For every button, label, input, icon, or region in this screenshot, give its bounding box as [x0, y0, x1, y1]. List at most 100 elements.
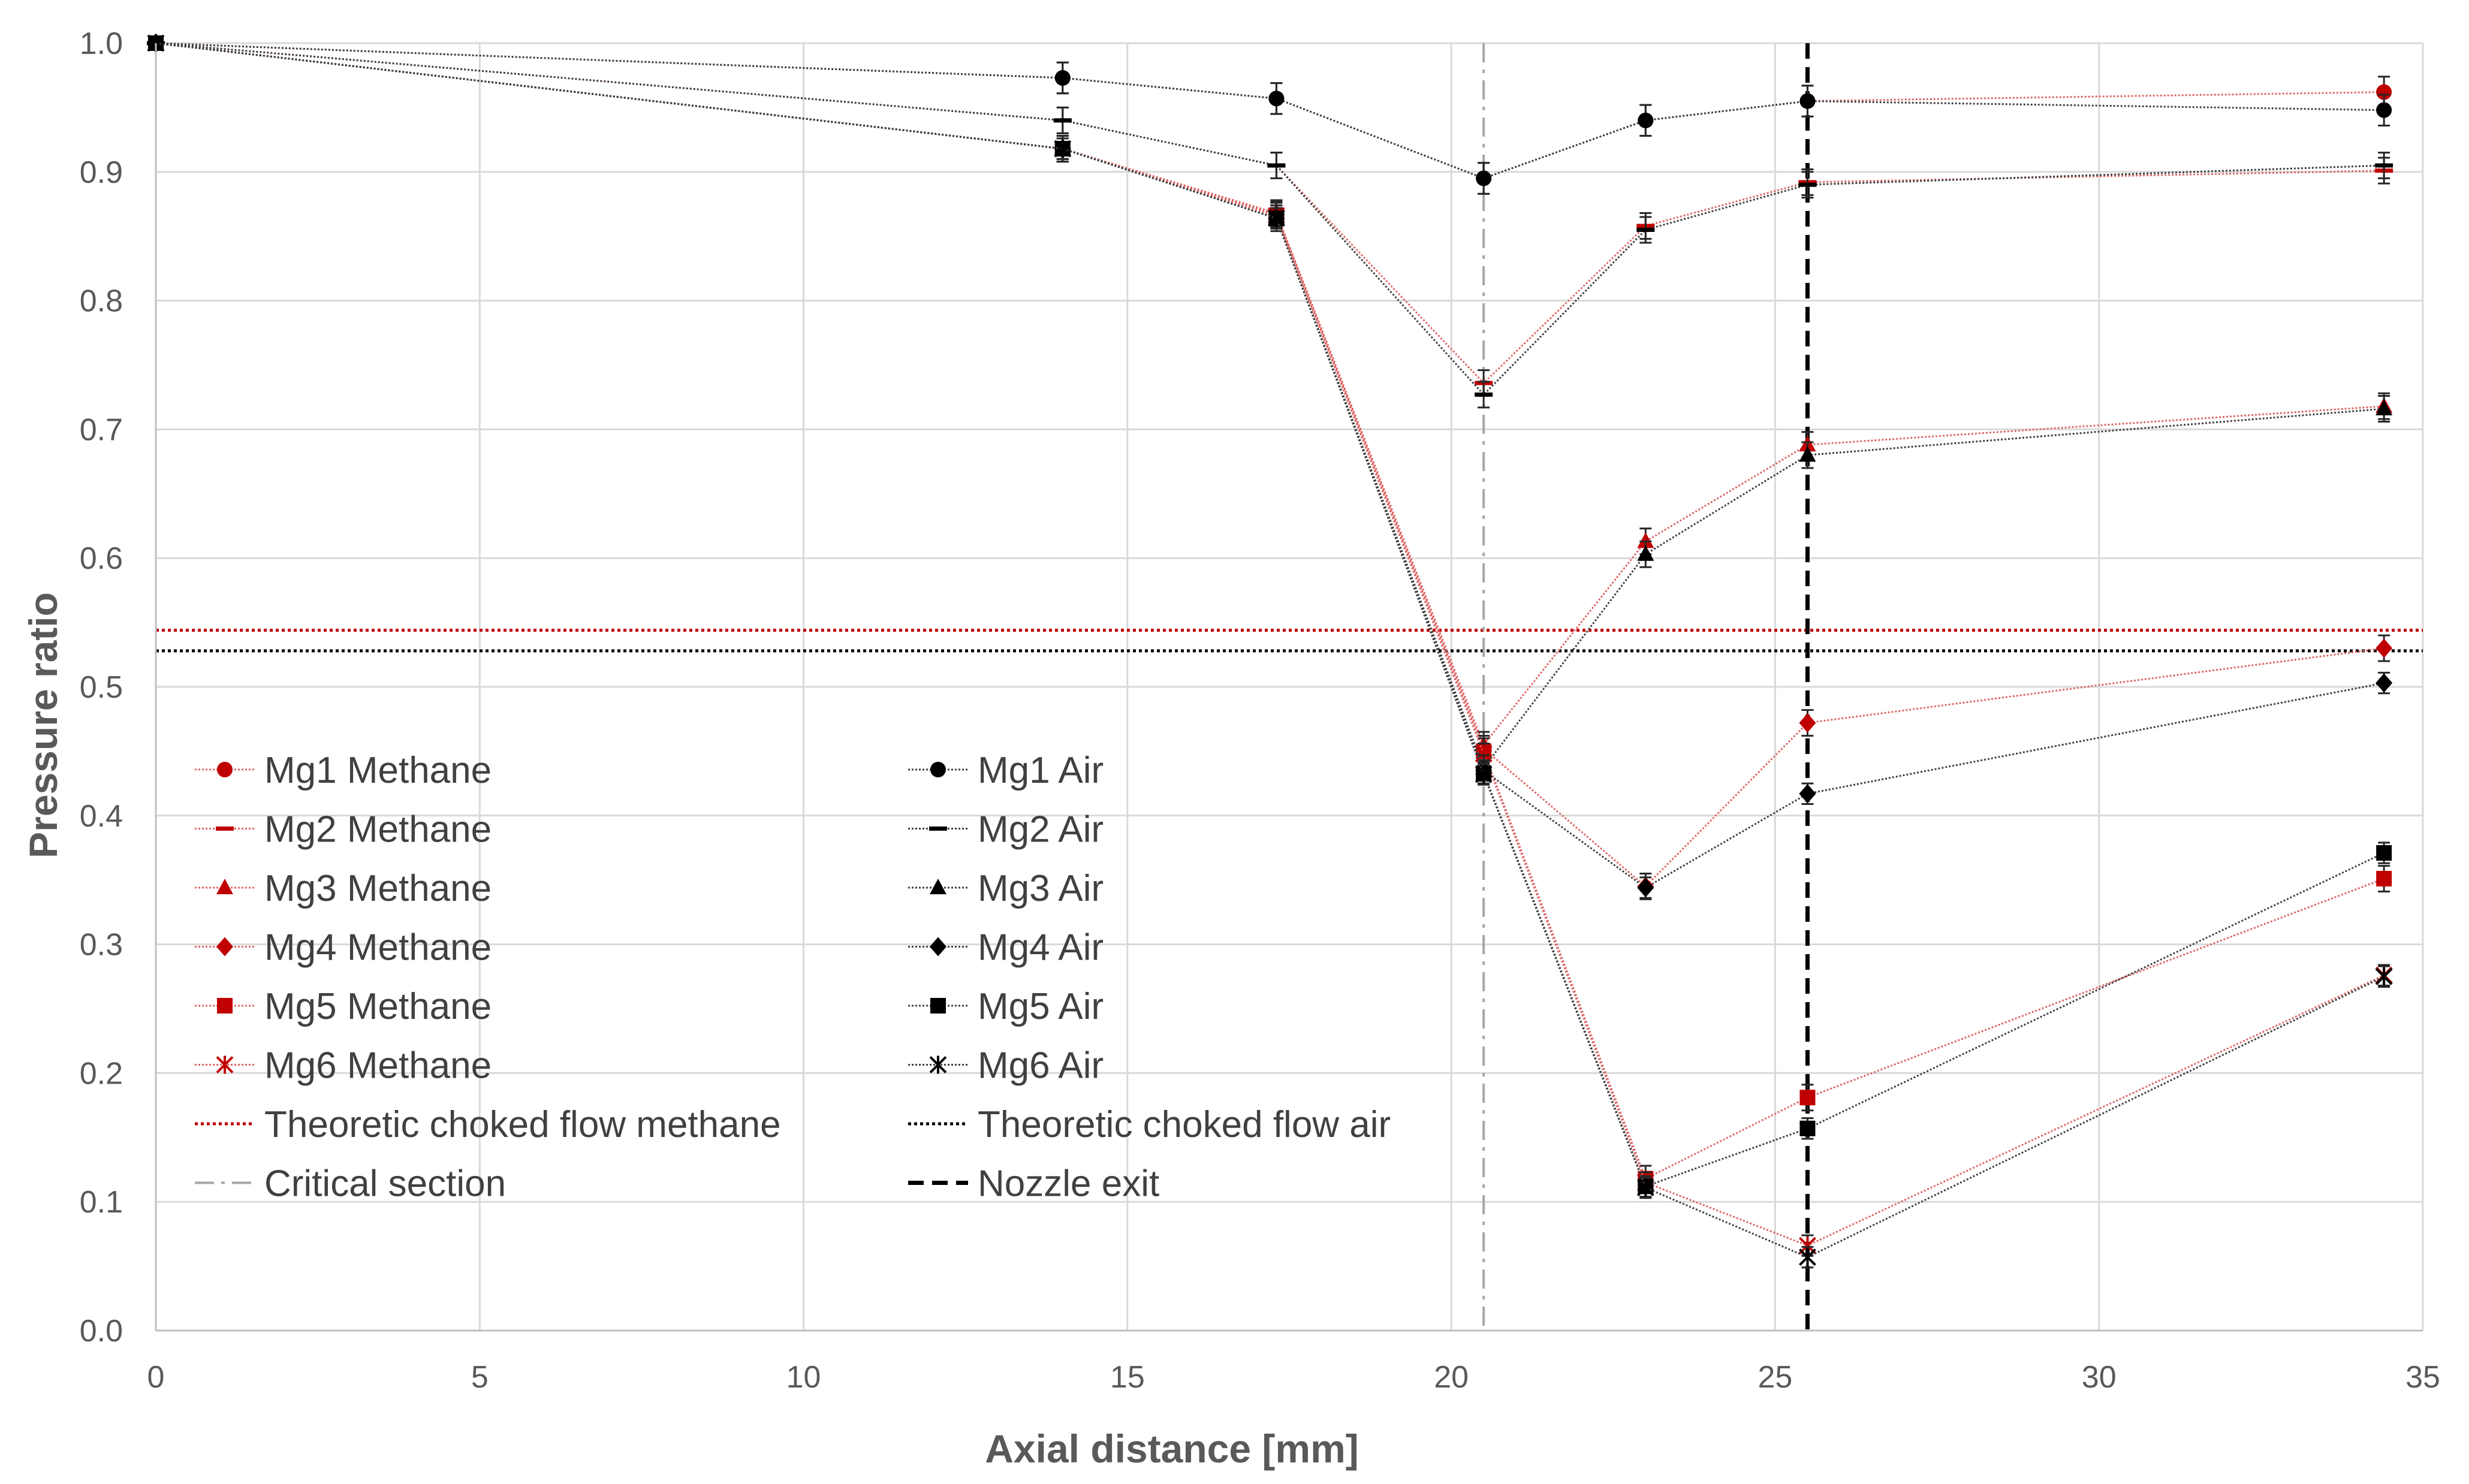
legend-swatch-marker [930, 879, 946, 894]
legend-item-critical-section: Critical section [195, 1163, 506, 1205]
data-point [1799, 93, 1816, 109]
y-tick-label: 1.0 [80, 26, 123, 61]
x-tick-label: 0 [147, 1360, 165, 1395]
x-tick-label: 25 [1758, 1360, 1793, 1395]
legend-label: Mg1 Air [978, 750, 1104, 791]
legend-swatch-marker [930, 762, 946, 777]
x-tick-label: 20 [1434, 1360, 1469, 1395]
legend-item-mg5-methane: Mg5 Methane [195, 986, 492, 1027]
data-point [1475, 392, 1493, 397]
data-point [1636, 227, 1655, 232]
legend-item-mg4-methane: Mg4 Methane [195, 927, 492, 969]
legend-swatch-marker [930, 998, 946, 1014]
legend-label: Mg3 Air [978, 868, 1104, 909]
legend-swatch-marker [217, 998, 233, 1014]
mg1-methane-line [155, 42, 2384, 180]
data-point [2375, 967, 2393, 986]
legend-label: Mg1 Methane [264, 750, 492, 791]
legend-item-mg6-air: Mg6 Air [908, 1045, 1104, 1087]
legend-item-mg3-methane: Mg3 Methane [195, 868, 492, 909]
mg3-methane-line [155, 42, 2384, 747]
x-tick-label: 5 [471, 1360, 489, 1395]
legend-item-mg1-methane: Mg1 Methane [195, 750, 492, 791]
data-point [1054, 70, 1071, 86]
data-point [2376, 845, 2392, 861]
data-point [2376, 102, 2392, 118]
data-point [2376, 84, 2392, 100]
data-point [2375, 400, 2393, 416]
legend-label: Mg5 Air [978, 986, 1104, 1027]
data-point [2376, 871, 2392, 887]
legend-label: Mg3 Methane [264, 868, 492, 909]
y-tick-label: 0.8 [80, 284, 123, 319]
legend-swatch-marker [930, 937, 946, 957]
y-tick-label: 0.5 [80, 670, 123, 705]
data-point [1053, 118, 1072, 123]
grid-layer [155, 42, 2424, 1332]
mg3-air-line [155, 42, 2384, 770]
legend-label: Theoretic choked flow air [978, 1104, 1391, 1145]
mg1-air-series [148, 35, 2392, 195]
data-point [1267, 163, 1286, 168]
data-point [1476, 170, 1492, 186]
data-point [1054, 140, 1072, 158]
legend-label: Mg4 Air [978, 927, 1104, 969]
x-axis-title: Axial distance [mm] [985, 1426, 1359, 1471]
data-point [1637, 532, 1654, 548]
x-tick-label: 15 [1110, 1360, 1145, 1395]
legend-item-mg2-methane: Mg2 Methane [195, 809, 492, 850]
legend-swatch-marker [217, 762, 233, 777]
legend-label: Mg4 Methane [264, 927, 492, 969]
data-point [1638, 112, 1654, 128]
mg3-methane-series [147, 34, 2393, 759]
data-point [1799, 713, 1816, 733]
y-tick-label: 0.1 [80, 1185, 123, 1220]
legend-item-mg2-air: Mg2 Air [908, 809, 1104, 850]
legend-item-theoretic-choked-flow-methane: Theoretic choked flow methane [195, 1104, 781, 1145]
data-point [1799, 784, 1816, 804]
series-layer [147, 34, 2393, 1269]
y-tick-label: 0.6 [80, 541, 123, 576]
y-tick-label: 0.3 [80, 928, 123, 963]
legend-item-mg1-air: Mg1 Air [908, 750, 1104, 791]
legend-item-mg6-methane: Mg6 Methane [195, 1045, 492, 1087]
mg3-air-series [147, 34, 2393, 782]
x-tick-label: 30 [2082, 1360, 2117, 1395]
x-tick-label: 10 [786, 1360, 821, 1395]
data-point [1637, 545, 1654, 561]
legend-label: Mg2 Air [978, 809, 1104, 850]
legend-swatch-marker [216, 827, 234, 831]
legend-label: Nozzle exit [978, 1163, 1159, 1205]
legend-item-mg4-air: Mg4 Air [908, 927, 1104, 969]
data-point [1267, 209, 1285, 228]
y-tick-label: 0.2 [80, 1056, 123, 1091]
mg6-air-series [147, 34, 2393, 1269]
data-point [1268, 91, 1285, 107]
legend-swatch-marker [216, 1055, 234, 1074]
data-point [2375, 673, 2393, 693]
data-point [2375, 638, 2393, 658]
y-tick-label: 0.4 [80, 799, 123, 834]
legend-item-theoretic-choked-flow-air: Theoretic choked flow air [908, 1104, 1391, 1145]
legend-swatch-marker [929, 827, 947, 831]
y-axis-title: Pressure ratio [21, 592, 65, 858]
legend-label: Critical section [264, 1163, 506, 1205]
axes-layer: 0 5 10 15 20 25 30 35 0.0 0.1 0.2 0.3 0.4 0.5 0.6 0.7 0.… [80, 26, 2440, 1395]
legend-label: Mg6 Air [978, 1045, 1104, 1087]
mg1-air-line [155, 42, 2384, 180]
data-point [1799, 1090, 1816, 1106]
x-tick-label: 35 [2405, 1360, 2440, 1395]
data-point [1799, 446, 1816, 462]
legend-label: Mg6 Methane [264, 1045, 492, 1087]
legend-swatch-marker [929, 1055, 947, 1074]
legend: Mg1 Methane Mg2 Methane Mg3 Methane Mg4 Met… [195, 750, 1391, 1205]
data-point [1799, 1248, 1816, 1266]
legend-label: Theoretic choked flow methane [264, 1104, 781, 1145]
y-tick-label: 0.0 [80, 1314, 123, 1349]
legend-label: Mg5 Methane [264, 986, 492, 1027]
legend-swatch-marker [216, 937, 233, 957]
data-point [2375, 163, 2393, 168]
mg1-methane-series [148, 35, 2392, 195]
